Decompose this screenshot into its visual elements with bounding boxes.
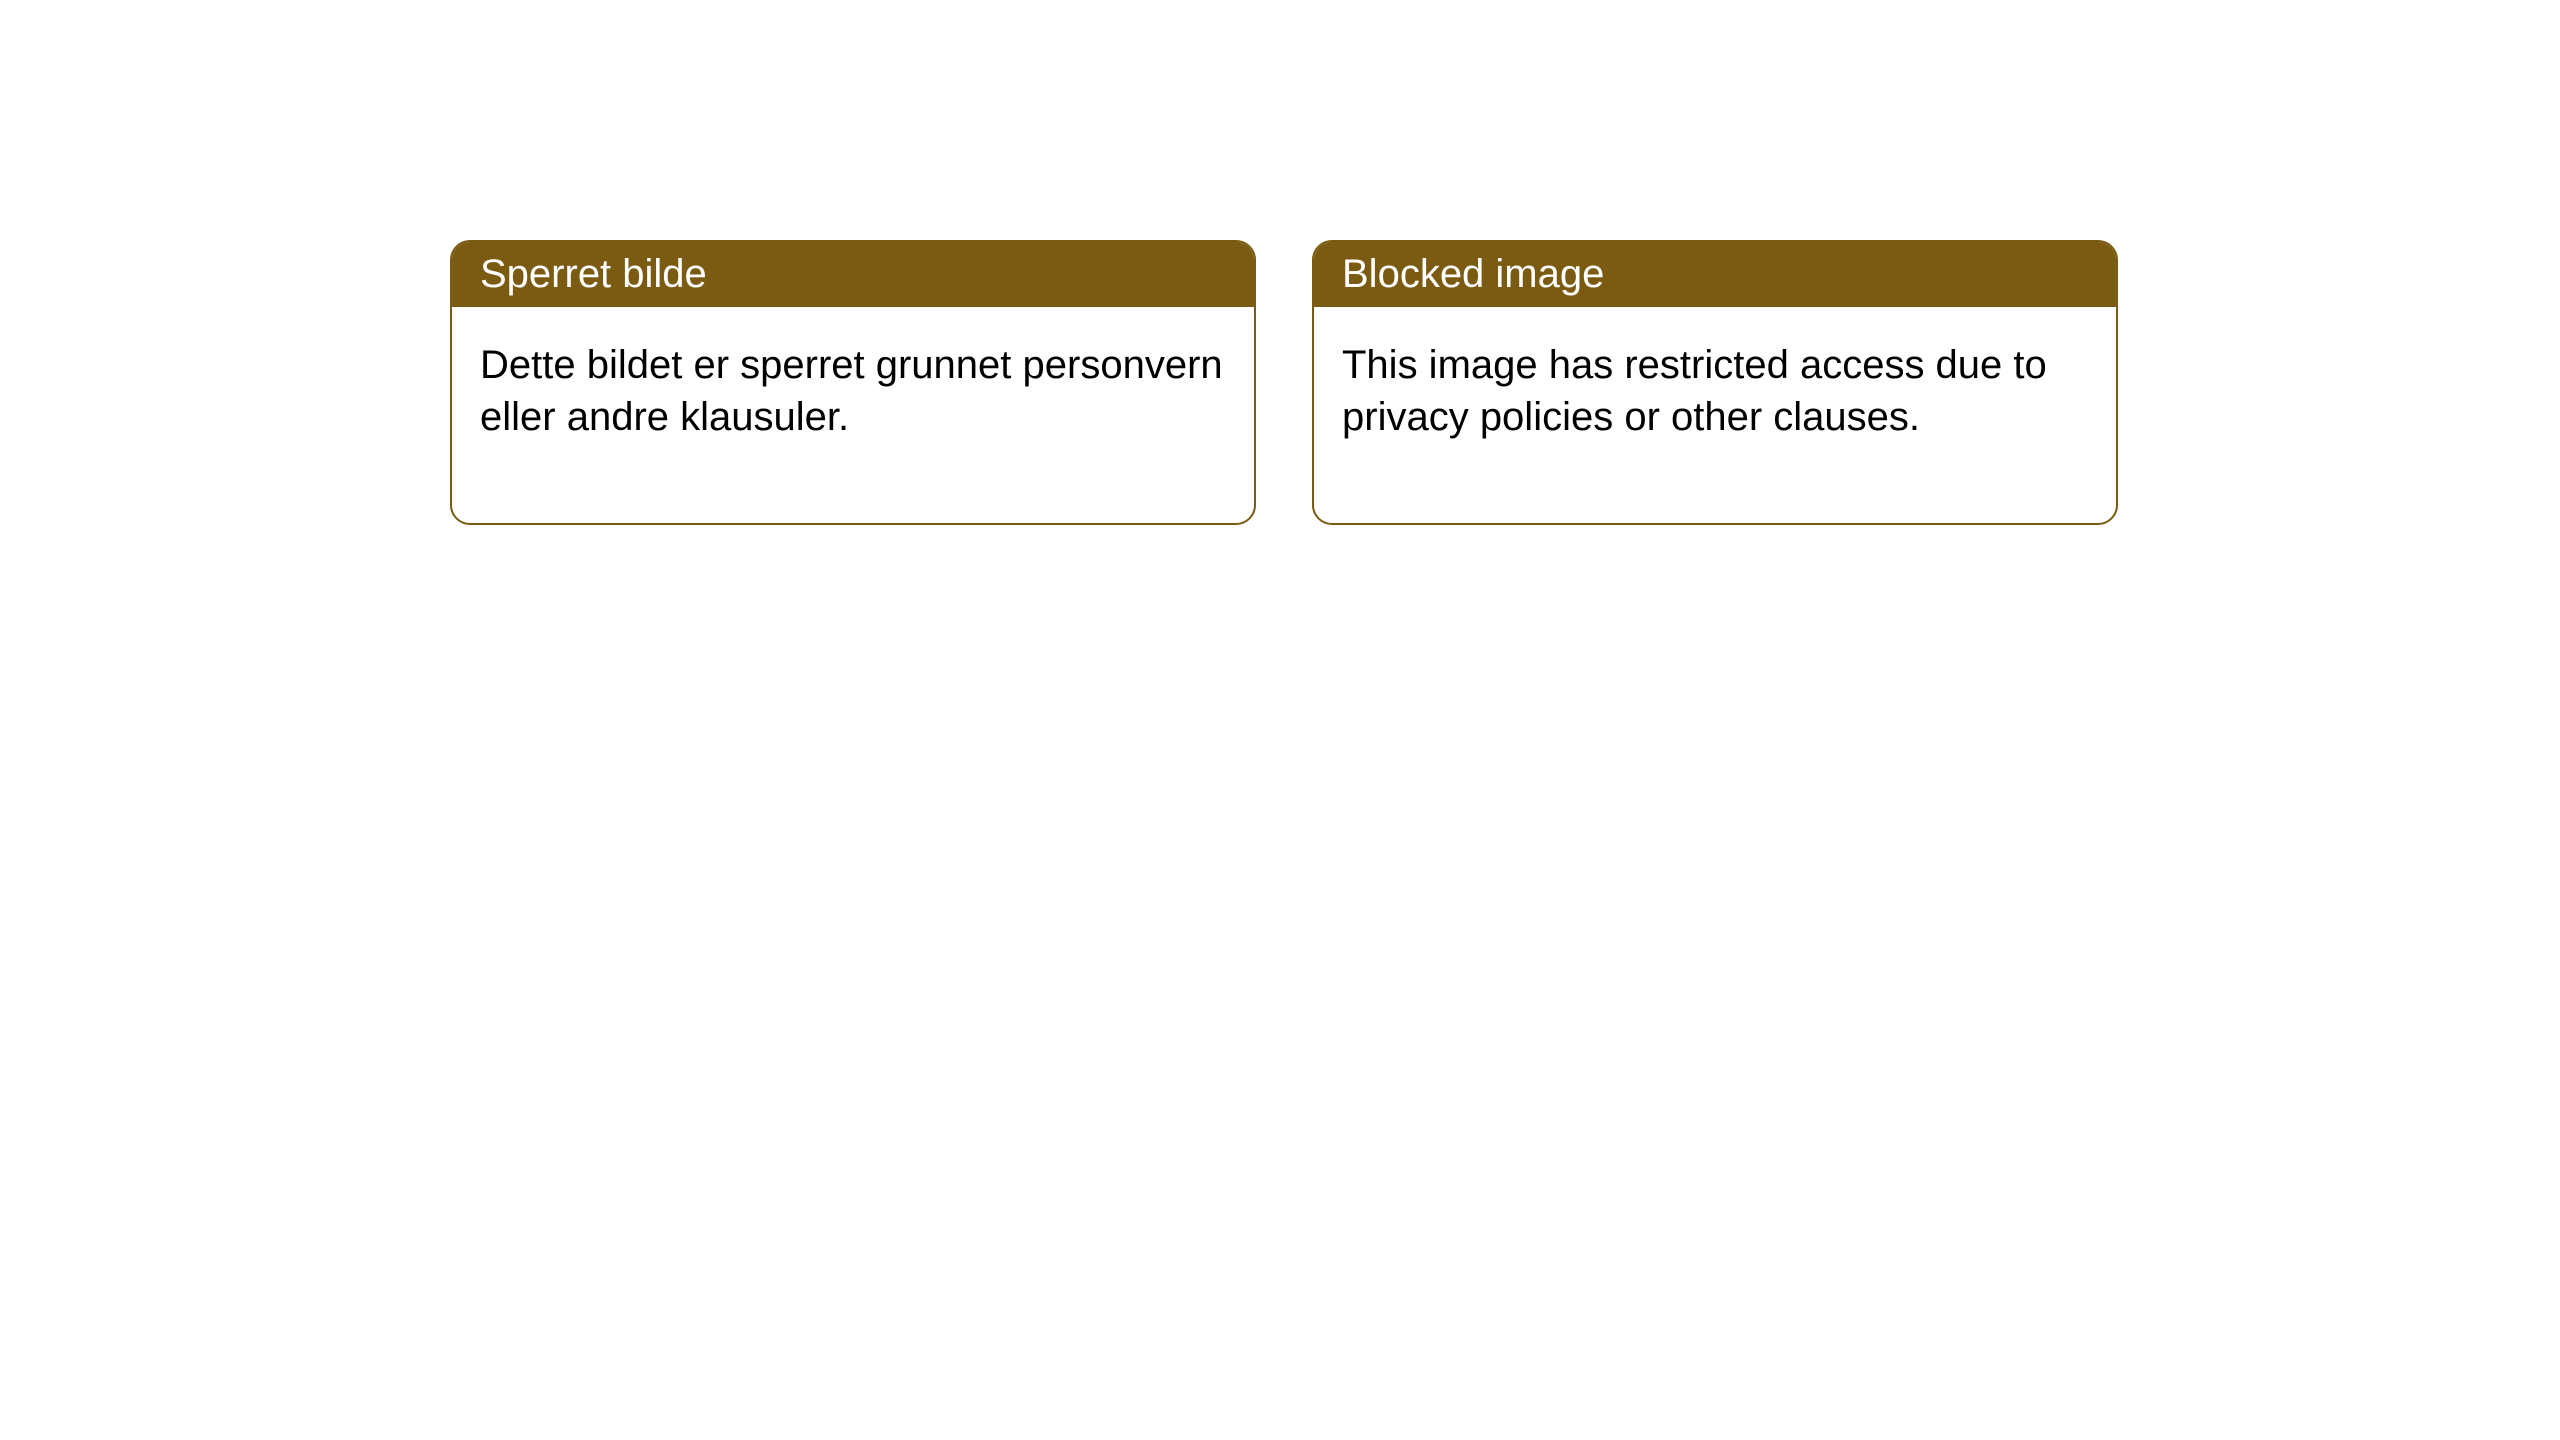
card-header: Blocked image bbox=[1314, 242, 2116, 307]
card-body: This image has restricted access due to … bbox=[1314, 307, 2116, 523]
notice-card-english: Blocked image This image has restricted … bbox=[1312, 240, 2118, 525]
notice-cards-container: Sperret bilde Dette bildet er sperret gr… bbox=[0, 0, 2560, 525]
card-body: Dette bildet er sperret grunnet personve… bbox=[452, 307, 1254, 523]
card-header: Sperret bilde bbox=[452, 242, 1254, 307]
notice-card-norwegian: Sperret bilde Dette bildet er sperret gr… bbox=[450, 240, 1256, 525]
